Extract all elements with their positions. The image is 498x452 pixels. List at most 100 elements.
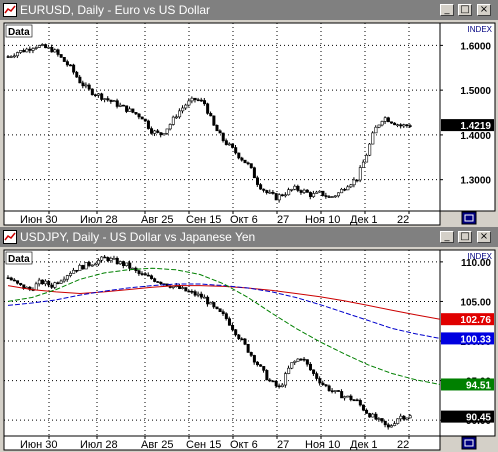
candle-body	[393, 423, 397, 426]
candle-body	[396, 418, 400, 424]
date-label: Окт 6	[230, 214, 258, 226]
candle-body	[321, 190, 325, 196]
candle-body	[19, 282, 23, 286]
candle-body	[308, 192, 312, 197]
candle-body	[293, 185, 297, 190]
candle-body	[165, 128, 169, 134]
candle-body	[312, 193, 316, 197]
candle-body	[146, 274, 150, 277]
price-label: 110.00	[461, 258, 491, 269]
ma-value-box	[441, 332, 494, 345]
candle-body	[59, 54, 63, 58]
candle-body	[50, 284, 54, 288]
candle-body	[100, 256, 104, 261]
usdjpy-title-bar[interactable]: USDJPY, Daily - US Dollar vs Japanese Ye…	[0, 227, 498, 247]
candle-body	[137, 113, 141, 118]
candle-body	[128, 262, 132, 269]
candle-body	[37, 45, 41, 48]
candle-body	[184, 287, 188, 292]
candle-body	[69, 64, 73, 67]
candle-body	[224, 313, 228, 319]
candle-body	[93, 94, 97, 97]
candle-body	[84, 262, 88, 270]
candle-body	[81, 265, 85, 270]
usdjpy-chart-window[interactable]: USDJPY, Daily - US Dollar vs Japanese Ye…	[0, 227, 498, 452]
candle-body	[206, 103, 210, 114]
candle-body	[84, 84, 88, 87]
candle-body	[361, 404, 365, 411]
eurusd-title-bar[interactable]: EURUSD, Daily - Euro vs US Dollar _ □ ×	[0, 0, 498, 20]
usdjpy-price-chart[interactable]: DataINDEX110.00105.00100.0095.0090.00102…	[0, 247, 498, 452]
candle-body	[284, 373, 288, 386]
date-label: Сен 15	[186, 439, 221, 451]
candle-body	[234, 329, 238, 336]
candle-body	[221, 132, 225, 141]
price-axis	[439, 22, 496, 212]
candle-body	[153, 278, 157, 282]
candle-body	[349, 184, 353, 188]
candle-body	[75, 269, 79, 272]
minimize-button[interactable]: _	[440, 231, 454, 243]
candle-body	[159, 132, 163, 136]
candle-body	[268, 191, 272, 194]
candle-body	[327, 385, 331, 391]
candle-body	[265, 370, 269, 381]
candle-body	[196, 99, 200, 102]
candle-body	[377, 124, 381, 128]
ma-value-label: 100.33	[460, 334, 491, 345]
candle-body	[22, 50, 26, 53]
candle-body	[178, 285, 182, 289]
candle-body	[6, 277, 10, 280]
candle-body	[168, 124, 172, 130]
maximize-button[interactable]: □	[458, 231, 472, 243]
candle-body	[19, 50, 23, 53]
candle-body	[290, 188, 294, 191]
candle-body	[340, 188, 344, 194]
maximize-button[interactable]: □	[458, 4, 472, 16]
candle-body	[31, 48, 35, 51]
candle-body	[259, 184, 263, 190]
candle-body	[34, 47, 38, 49]
date-label: Июл 28	[80, 439, 118, 451]
time-axis	[3, 210, 441, 226]
eurusd-chart-window[interactable]: EURUSD, Daily - Euro vs US Dollar _ □ × …	[0, 0, 498, 227]
candle-body	[237, 334, 241, 340]
candle-body	[262, 188, 266, 191]
candle-body	[65, 61, 69, 66]
candle-body	[296, 358, 300, 362]
eurusd-price-chart[interactable]: Data INDEX 1.6000 1.5000 1.4000 1.3000 1.4219 И…	[0, 20, 498, 227]
minimize-button[interactable]: _	[440, 4, 454, 16]
candle-body	[143, 118, 147, 122]
candle-body	[103, 98, 107, 100]
candle-body	[330, 196, 334, 198]
ma-value-box	[441, 313, 494, 326]
candle-body	[44, 280, 48, 285]
candle-body	[131, 108, 135, 113]
candle-body	[153, 130, 157, 134]
plot-area	[3, 22, 441, 212]
close-button[interactable]: ×	[477, 4, 491, 16]
close-button[interactable]: ×	[477, 231, 491, 243]
candle-body	[118, 104, 122, 107]
candle-body	[12, 55, 16, 58]
date-label: Сен 15	[186, 214, 221, 226]
candle-body	[187, 290, 191, 293]
candle-body	[302, 189, 306, 193]
candle-body	[321, 382, 325, 386]
candle-body	[252, 167, 256, 179]
candle-body	[190, 291, 194, 293]
candle-body	[249, 352, 253, 356]
candle-body	[159, 281, 163, 285]
candle-body	[72, 64, 76, 73]
candle-body	[371, 413, 375, 418]
candle-body	[386, 424, 390, 428]
candle-body	[227, 318, 231, 326]
candle-body	[274, 193, 278, 201]
candle-body	[203, 296, 207, 299]
candle-body	[240, 338, 244, 341]
candle-body	[315, 191, 319, 194]
candle-body	[140, 273, 144, 275]
candle-body	[215, 124, 219, 132]
date-label: Дек 1	[350, 214, 378, 226]
candle-body	[318, 190, 322, 193]
